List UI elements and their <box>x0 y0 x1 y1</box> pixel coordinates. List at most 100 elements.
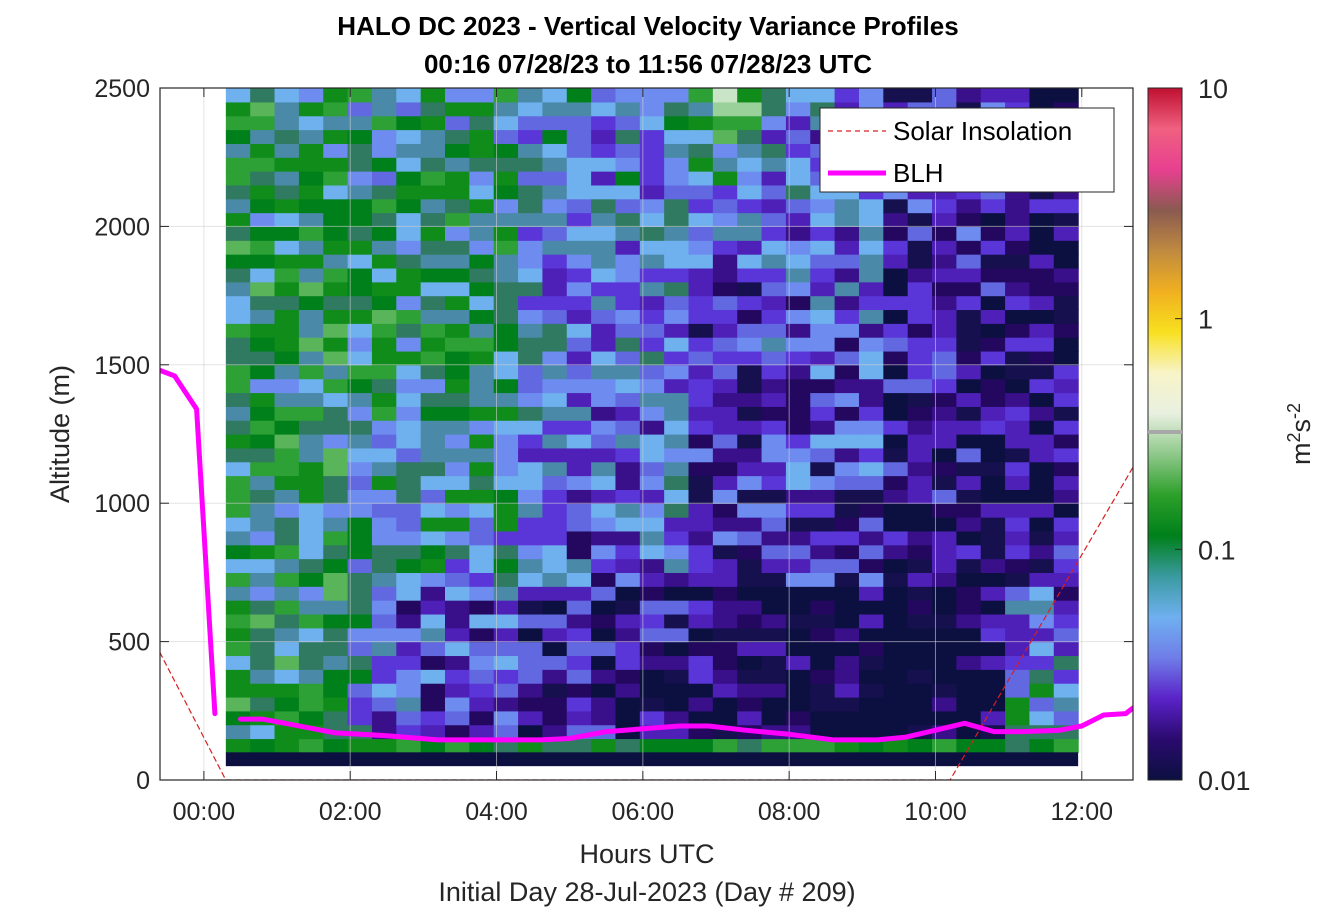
heatmap-cell <box>298 600 324 615</box>
heatmap-cell <box>1053 600 1079 615</box>
heatmap-cell <box>639 586 665 601</box>
heatmap-cell <box>858 461 884 477</box>
heatmap-cell <box>737 295 763 311</box>
heatmap-cell <box>323 392 349 407</box>
heatmap-cell <box>274 157 300 172</box>
heatmap-cell <box>761 88 787 103</box>
heatmap-cell <box>883 198 909 214</box>
heatmap-cell <box>250 378 276 394</box>
heatmap-cell <box>566 226 592 241</box>
heatmap-cell <box>810 696 836 712</box>
heatmap-cell <box>225 323 251 338</box>
heatmap-cell <box>956 88 982 103</box>
heatmap-cell <box>688 171 714 186</box>
heatmap-cell <box>980 434 1006 449</box>
heatmap-cell <box>761 143 787 158</box>
heatmap-cell <box>688 364 714 380</box>
heatmap-cell <box>858 475 884 490</box>
heatmap-cell <box>542 558 568 573</box>
heatmap-cell <box>1029 337 1055 352</box>
heatmap-cell <box>493 461 519 477</box>
heatmap-cell <box>932 420 957 435</box>
heatmap-cell <box>274 143 300 158</box>
heatmap-cell <box>932 600 957 615</box>
heatmap-cell <box>591 198 617 214</box>
heatmap-cell <box>932 295 957 311</box>
heatmap-cell <box>907 254 933 269</box>
heatmap-cell <box>712 696 738 712</box>
heatmap-cell <box>1029 350 1055 366</box>
heatmap-cell <box>566 406 592 421</box>
heatmap-cell <box>396 544 422 560</box>
heatmap-cell <box>469 129 495 144</box>
heatmap-cell <box>834 226 860 241</box>
heatmap-cell <box>907 461 933 477</box>
heatmap-cell <box>274 489 300 504</box>
heatmap-cell <box>298 337 324 352</box>
heatmap-cell <box>785 337 811 352</box>
heatmap-cell <box>712 323 738 338</box>
heatmap-cell <box>323 267 349 283</box>
heatmap-cell <box>883 669 909 684</box>
heatmap-cell <box>274 115 300 131</box>
heatmap-cell <box>737 530 763 546</box>
heatmap-cell <box>298 309 324 324</box>
heatmap-cell <box>785 323 811 338</box>
heatmap-cell <box>639 88 665 103</box>
heatmap-cell <box>371 558 397 573</box>
heatmap-cell <box>785 212 811 227</box>
heatmap-cell <box>518 157 544 172</box>
heatmap-cell <box>396 157 422 172</box>
heatmap-cell <box>712 669 738 684</box>
heatmap-cell <box>639 600 665 615</box>
heatmap-cell <box>298 198 324 214</box>
heatmap-cell <box>591 101 617 117</box>
heatmap-cell <box>1053 378 1079 394</box>
heatmap-cell <box>566 600 592 615</box>
heatmap-cell <box>225 669 251 684</box>
heatmap-cell <box>371 600 397 615</box>
heatmap-cell <box>932 378 957 394</box>
heatmap-cell <box>371 503 397 518</box>
heatmap-cell <box>493 572 519 587</box>
heatmap-cell <box>347 281 373 297</box>
heatmap-cell <box>639 655 665 670</box>
heatmap-cell <box>639 378 665 394</box>
heatmap-cell <box>493 669 519 684</box>
heatmap-cell <box>737 669 763 684</box>
heatmap-cell <box>469 392 495 407</box>
heatmap-cell <box>347 420 373 435</box>
heatmap-cell <box>445 420 470 435</box>
heatmap-cell <box>274 641 300 657</box>
heatmap-cell <box>225 724 251 740</box>
heatmap-cell <box>347 184 373 200</box>
heatmap-cell <box>712 420 738 435</box>
heatmap-cell <box>298 254 324 269</box>
heatmap-cell <box>225 157 251 172</box>
heatmap-cell <box>615 572 641 587</box>
heatmap-cell <box>420 337 446 352</box>
heatmap-cell <box>664 406 690 421</box>
heatmap-cell <box>469 696 495 712</box>
heatmap-cell <box>469 101 495 117</box>
heatmap-cell <box>932 392 957 407</box>
heatmap-cell <box>737 544 763 560</box>
heatmap-cell <box>615 683 641 698</box>
heatmap-cell <box>664 115 690 131</box>
heatmap-cell <box>761 323 787 338</box>
heatmap-cell <box>761 600 787 615</box>
heatmap-cell <box>347 738 373 753</box>
heatmap-cell <box>688 267 714 283</box>
heatmap-cell <box>639 434 665 449</box>
heatmap-cell <box>566 696 592 712</box>
heatmap-cell <box>347 503 373 518</box>
heatmap-cell <box>250 88 276 103</box>
heatmap-cell <box>907 572 933 587</box>
heatmap-cell <box>688 586 714 601</box>
heatmap-cell <box>469 309 495 324</box>
heatmap-cell <box>542 669 568 684</box>
solar-insolation-line <box>160 466 1133 780</box>
heatmap-cell <box>542 392 568 407</box>
heatmap-cell <box>445 586 470 601</box>
heatmap-cell <box>883 683 909 698</box>
